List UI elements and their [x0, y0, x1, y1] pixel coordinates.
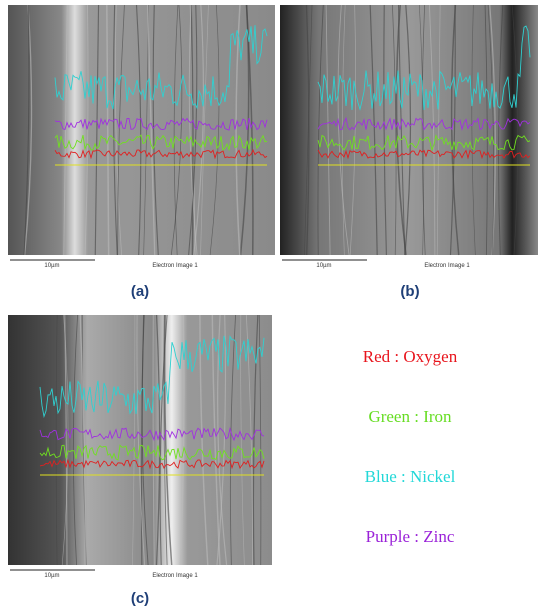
legend-entry: Purple : Zinc	[366, 527, 455, 546]
panel-b: 10µm Electron Image 1	[280, 5, 538, 271]
panel-label: (a)	[131, 283, 149, 300]
figure: 10µm Electron Image 1 10µm Electron Image …	[0, 0, 543, 609]
image-caption: Electron Image 1	[152, 573, 198, 579]
panel-label: (c)	[131, 590, 149, 607]
panel-c: 10µm Electron Image 1	[8, 315, 272, 581]
panel-a: 10µm Electron Image 1	[8, 5, 275, 271]
legend-entry: Green : Iron	[368, 407, 452, 426]
legend-entry: Blue : Nickel	[365, 467, 456, 486]
scale-bar-label: 10µm	[44, 263, 59, 269]
image-caption: Electron Image 1	[152, 263, 198, 269]
scale-bar-label: 10µm	[316, 263, 331, 269]
sem-image	[8, 315, 272, 565]
panel-label: (b)	[400, 283, 419, 300]
legend-entry: Red : Oxygen	[363, 347, 458, 366]
scale-bar-label: 10µm	[44, 573, 59, 579]
image-caption: Electron Image 1	[424, 263, 470, 269]
